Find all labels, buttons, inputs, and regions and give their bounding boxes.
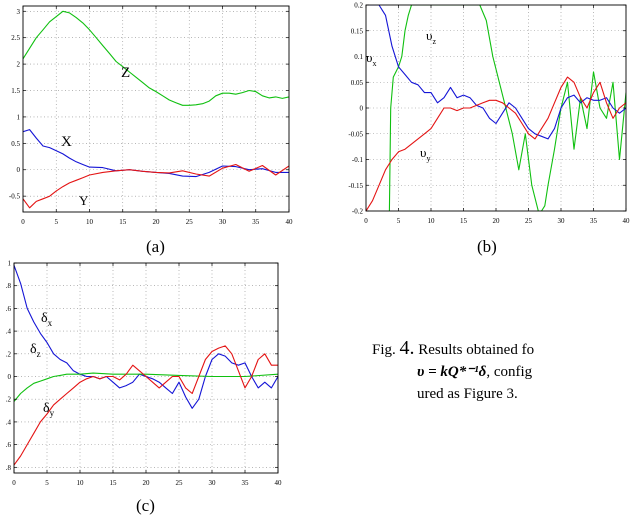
series-label-1: υx [366, 50, 376, 68]
series-label-2: Y [79, 193, 89, 208]
series-label-2: δy [43, 401, 55, 418]
y-tick-label: 0 [360, 105, 364, 113]
x-tick-label: 40 [286, 218, 294, 226]
x-tick-label: 25 [525, 217, 533, 225]
grid-lines [14, 263, 278, 473]
y-tick-label: -0.2 [352, 208, 364, 216]
series-line-1 [14, 372, 278, 402]
y-tick-label: 3 [17, 8, 21, 16]
x-tick-label: 15 [110, 479, 118, 487]
y-tick-label: .8 [6, 282, 12, 290]
y-tick-label: .2 [6, 396, 12, 404]
y-tick-label: .6 [6, 441, 12, 449]
caption-equation: υ = kQ*⁻¹δ [417, 364, 487, 380]
y-tick-label: 0.1 [354, 53, 363, 61]
series-line-2 [23, 163, 289, 209]
x-tick-label: 10 [428, 217, 436, 225]
x-tick-label: 20 [143, 479, 151, 487]
figure-caption: Fig. 4. Results obtained fo υ = kQ*⁻¹δ, … [372, 337, 633, 405]
x-tick-label: 10 [86, 218, 94, 226]
series-label-1: δz [30, 342, 41, 359]
y-tick-label: .4 [6, 328, 12, 336]
x-tick-label: 30 [209, 479, 217, 487]
caption-line2: , config [486, 364, 533, 380]
x-tick-label: 15 [460, 217, 468, 225]
x-tick-label: 0 [364, 217, 368, 225]
grid-lines [366, 5, 626, 211]
grid-lines [23, 6, 289, 212]
x-tick-label: 30 [219, 218, 227, 226]
series-label-0: υz [426, 28, 436, 46]
series-line-2 [366, 76, 626, 211]
y-tick-label: .6 [6, 305, 12, 313]
x-tick-label: 30 [558, 217, 566, 225]
y-tick-label: -0.15 [348, 182, 363, 190]
y-tick-label: 2.5 [11, 34, 20, 42]
y-tick-label: -0.5 [9, 193, 21, 201]
series-label-0: δx [41, 311, 53, 328]
x-tick-label: 40 [275, 479, 283, 487]
y-tick-label: .4 [6, 418, 12, 426]
x-tick-label: 35 [252, 218, 260, 226]
figure-prefix: Fig. [372, 342, 396, 358]
x-tick-label: 0 [21, 218, 25, 226]
y-tick-label: 0.2 [354, 2, 363, 10]
y-tick-label: 0.5 [11, 140, 20, 148]
y-tick-label: 2 [17, 61, 21, 69]
y-tick-label: 0.05 [351, 79, 364, 87]
y-tick-label: 0.15 [351, 27, 364, 35]
y-tick-label: .8 [6, 464, 12, 472]
x-tick-label: 5 [397, 217, 401, 225]
chart-b-caption: (b) [477, 237, 497, 256]
series-label-1: X [61, 134, 72, 150]
y-tick-label: -0.05 [348, 130, 363, 138]
y-tick-label: 0 [17, 166, 21, 174]
figure-number: 4. [399, 337, 415, 359]
y-tick-label: .2 [6, 350, 12, 358]
y-tick-label: -0.1 [352, 156, 364, 164]
series-label-2: υy [420, 145, 430, 163]
y-tick-label: 1 [17, 113, 21, 121]
x-tick-label: 40 [623, 217, 631, 225]
y-tick-label: 1 [8, 260, 12, 268]
x-tick-label: 20 [493, 217, 501, 225]
x-tick-label: 25 [176, 479, 184, 487]
series-label-0: Z [121, 65, 130, 81]
chart-a-caption: (a) [146, 237, 165, 256]
series-line-0 [23, 10, 289, 106]
x-tick-label: 5 [45, 479, 49, 487]
x-tick-label: 0 [12, 479, 16, 487]
y-tick-label: 1.5 [11, 87, 20, 95]
series-line-2 [14, 345, 278, 466]
x-tick-label: 10 [77, 479, 85, 487]
x-tick-label: 35 [242, 479, 250, 487]
x-tick-label: 20 [153, 218, 161, 226]
x-tick-label: 35 [590, 217, 598, 225]
chart-a: 0 5 10 15 20 25 30 35 40 -0.5 0 0.5 1 1.5 2 2.5 3 Z X Y [9, 5, 294, 226]
x-tick-label: 25 [186, 218, 194, 226]
caption-line3: ured as Figure 3. [417, 386, 518, 402]
x-tick-label: 5 [55, 218, 59, 226]
x-tick-label: 15 [119, 218, 127, 226]
chart-c-caption: (c) [136, 496, 155, 515]
caption-line1: Results obtained fo [418, 342, 535, 358]
series-line-0 [388, 5, 626, 211]
chart-b: 0 5 10 15 20 25 30 35 40 -0.2 -0.15 -0.1 -0.05 0 0.05 0… [348, 2, 631, 226]
y-tick-label: 0 [8, 373, 12, 381]
